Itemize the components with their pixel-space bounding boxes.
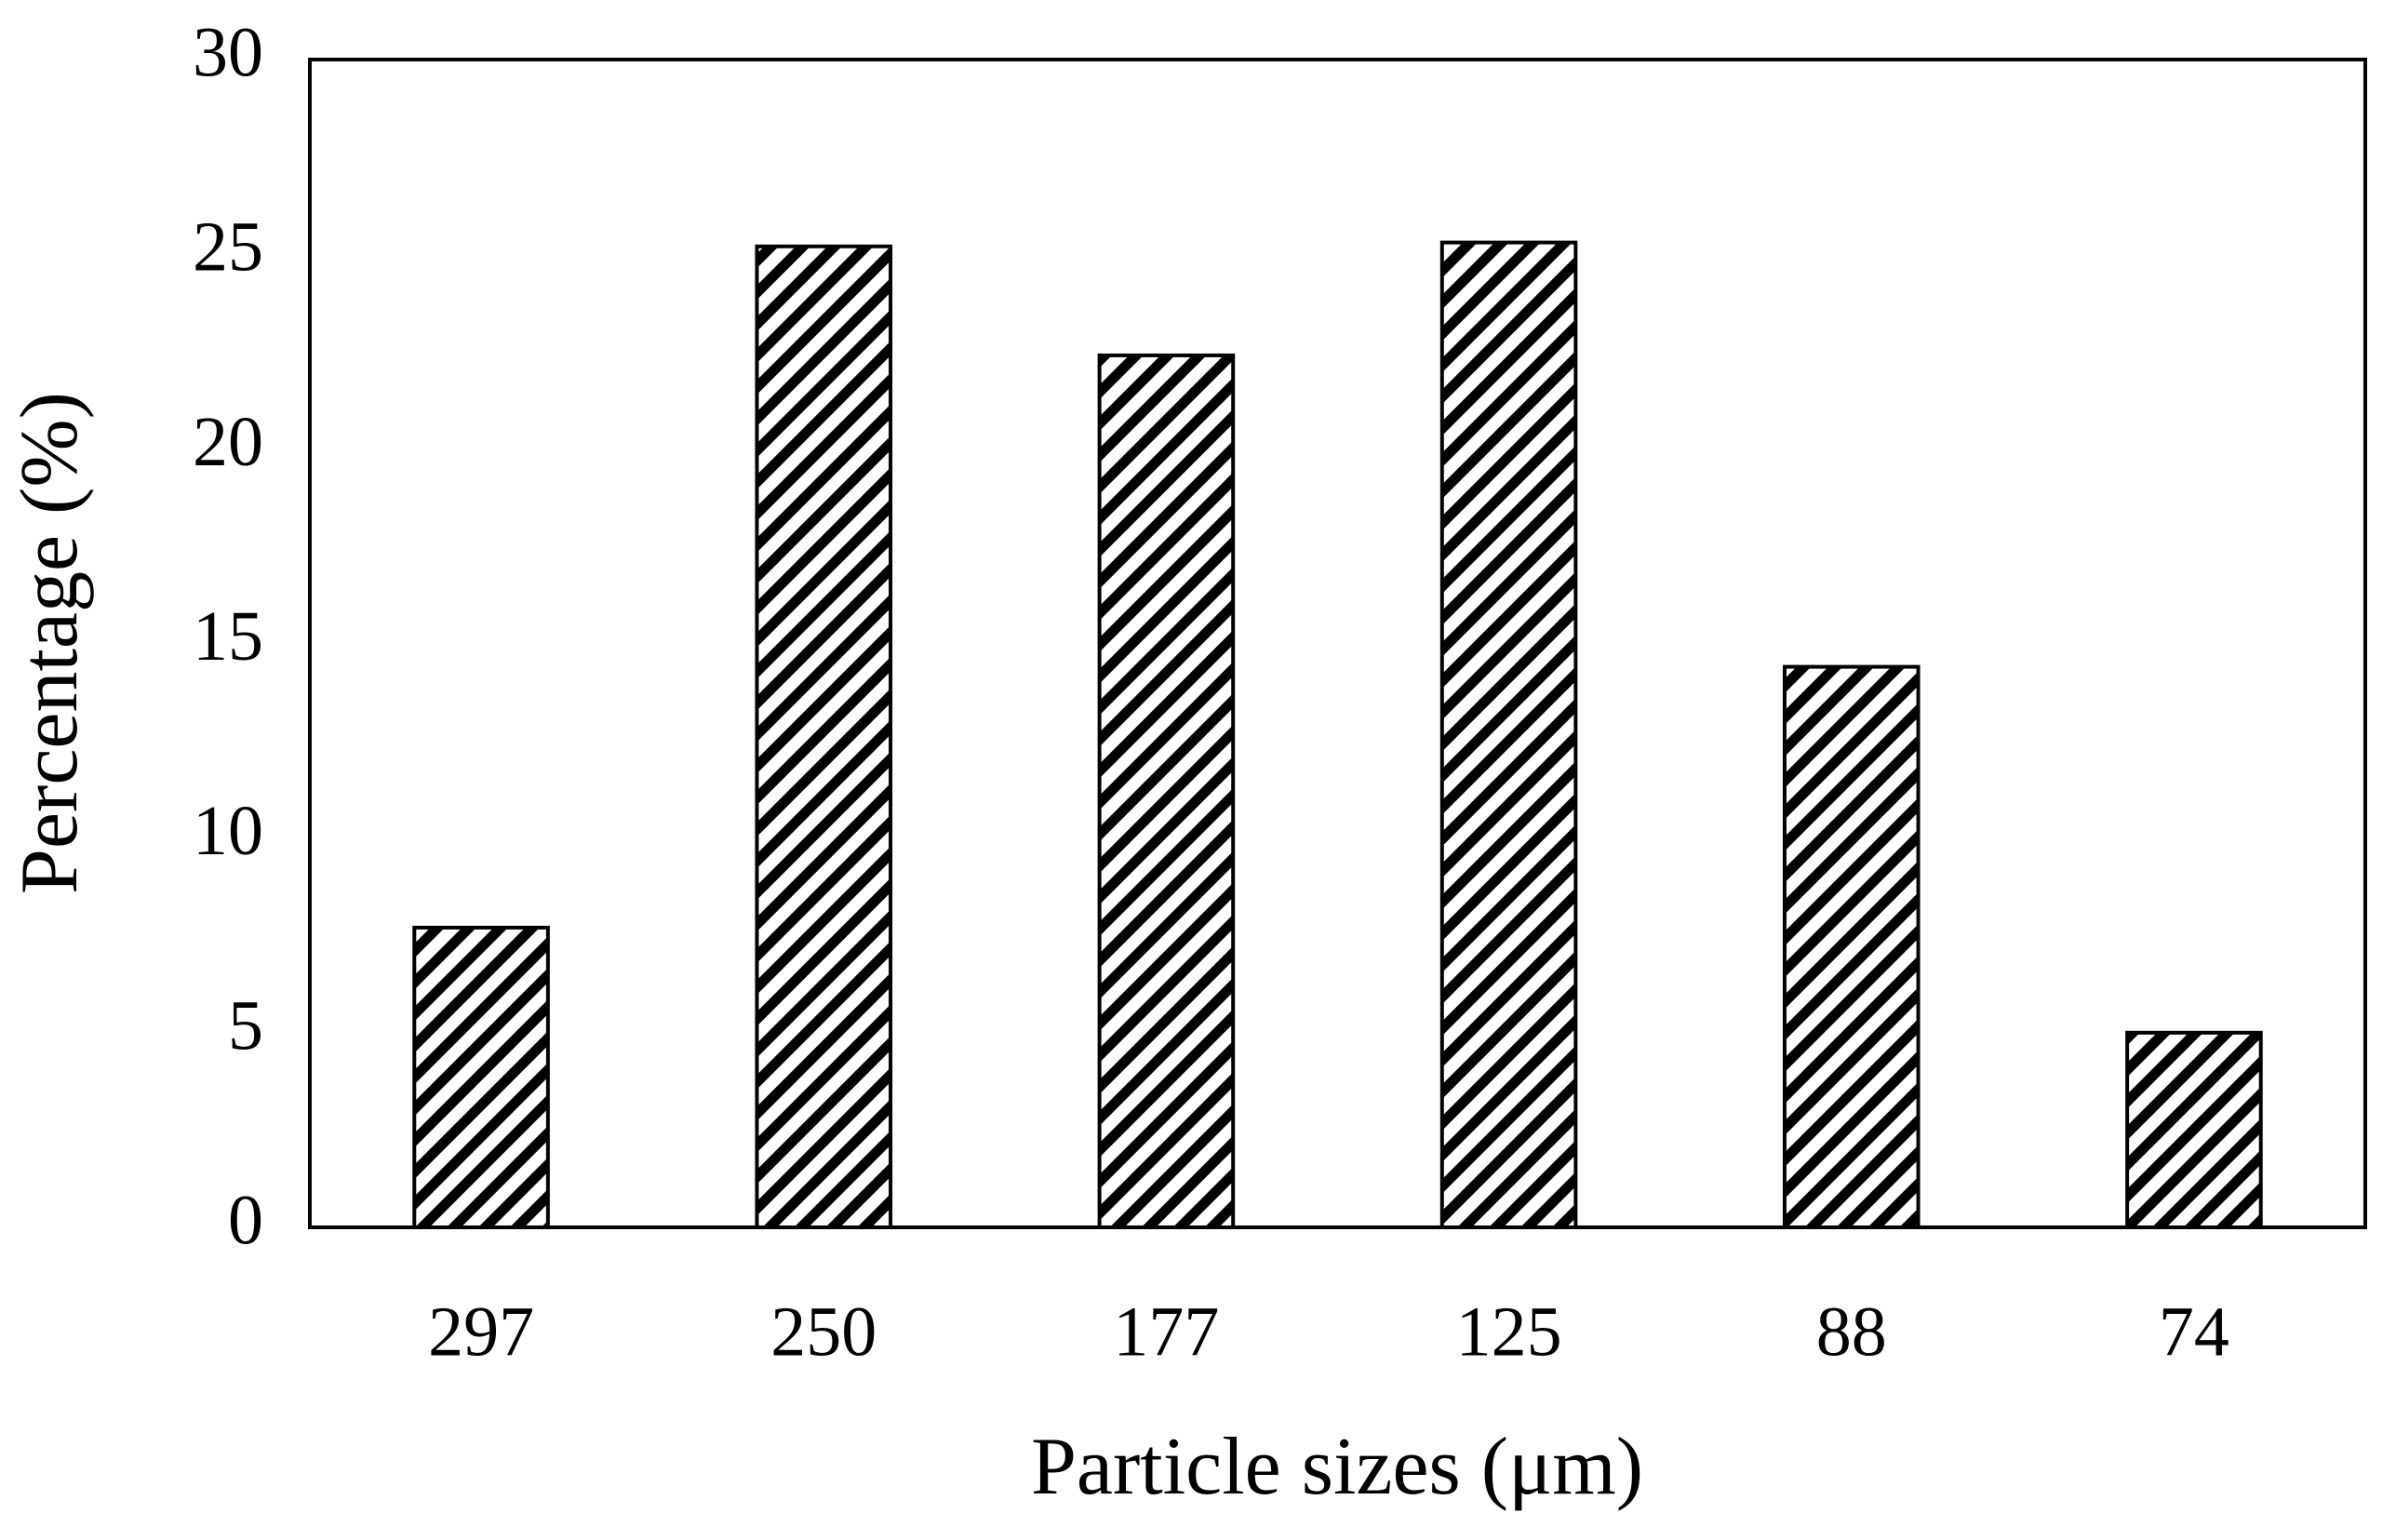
x-tick-label: 125: [1456, 1292, 1562, 1371]
x-tick-label: 74: [2159, 1292, 2229, 1371]
y-tick-label: 5: [228, 986, 263, 1065]
y-tick-label: 0: [228, 1181, 263, 1259]
bar: [2125, 1030, 2263, 1230]
x-tick-label: 88: [1816, 1292, 1887, 1371]
x-tick-label: 297: [428, 1292, 534, 1371]
y-tick-label: 30: [193, 13, 263, 91]
bar: [1782, 664, 1921, 1229]
y-tick-label: 15: [193, 597, 263, 676]
y-tick-label: 25: [193, 208, 263, 287]
x-axis-title: Particle sizes (μm): [1031, 1422, 1643, 1512]
bar: [1097, 353, 1236, 1229]
x-tick-label: 250: [770, 1292, 877, 1371]
plot-frame: [308, 58, 2367, 1229]
bar: [755, 244, 893, 1229]
y-tick-label: 20: [193, 403, 263, 481]
x-tick-label: 177: [1113, 1292, 1219, 1371]
y-axis-title: Percentage (%): [5, 392, 95, 894]
bar: [412, 925, 550, 1230]
y-tick-label: 10: [193, 792, 263, 870]
bar: [1439, 240, 1578, 1229]
